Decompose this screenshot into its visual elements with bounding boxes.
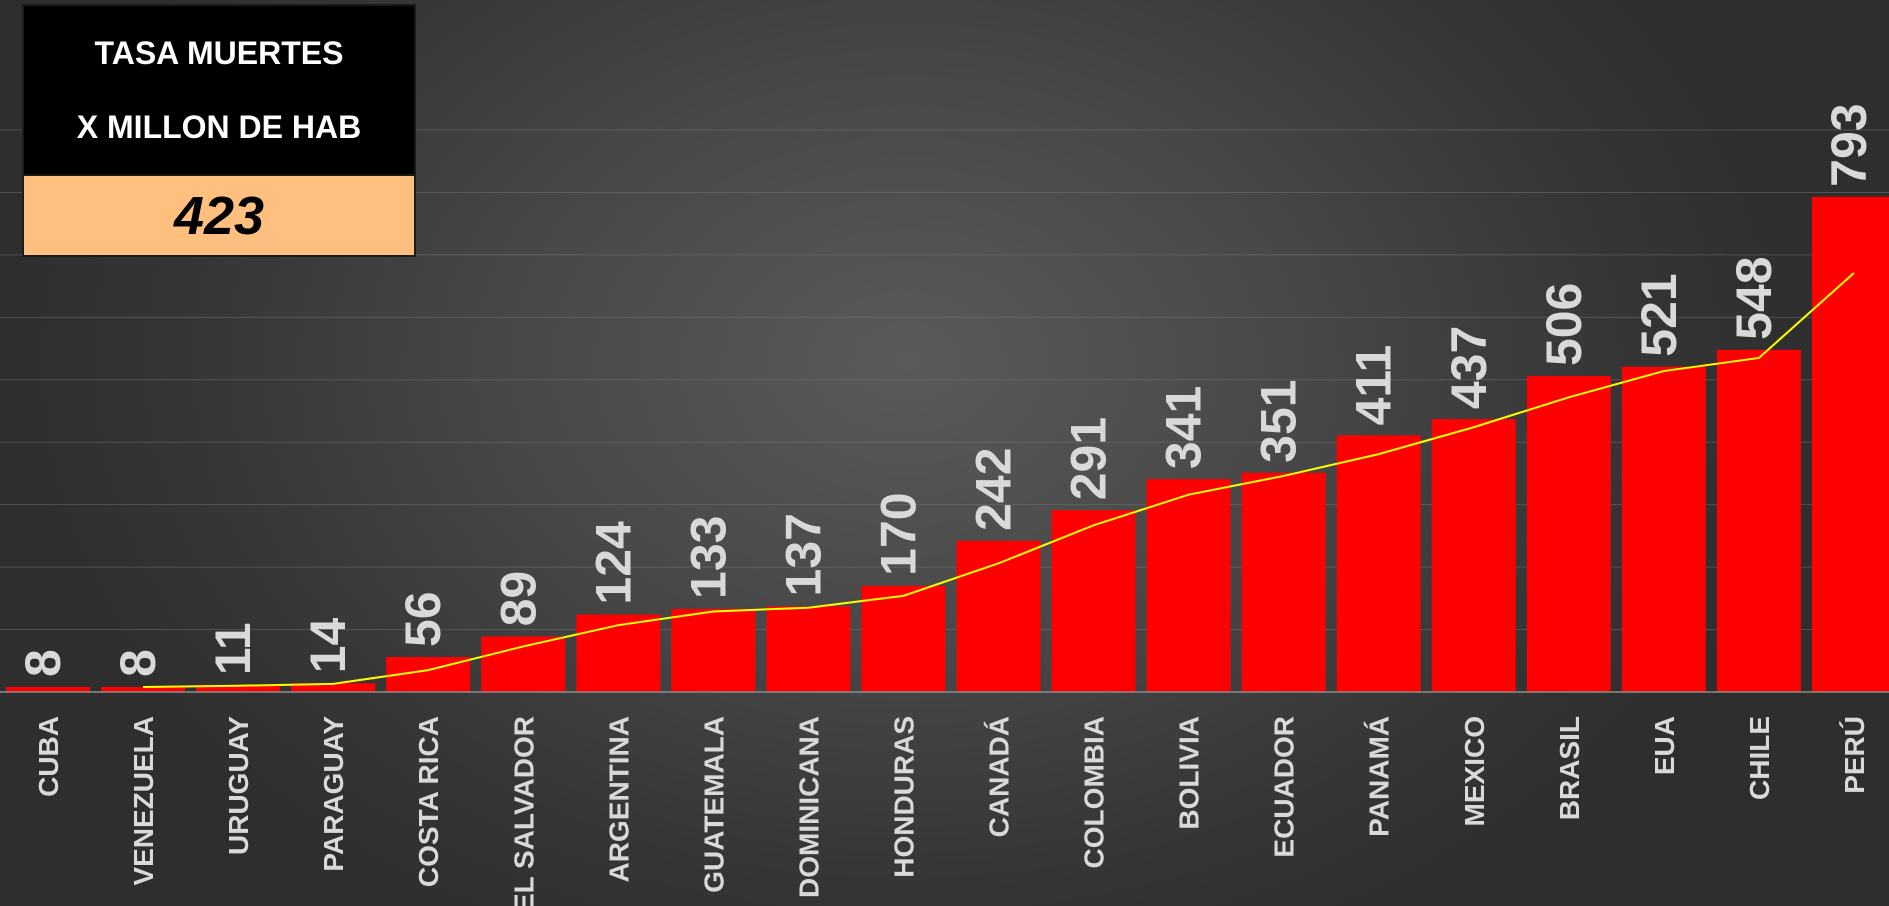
category-label: CUBA xyxy=(33,716,64,797)
value-label: 411 xyxy=(1346,345,1402,426)
bar-uruguay xyxy=(196,685,281,692)
value-label: 133 xyxy=(680,516,736,599)
value-label: 341 xyxy=(1156,386,1212,469)
bar-dominicana xyxy=(766,606,851,692)
bar-perú xyxy=(1811,196,1889,692)
value-label: 170 xyxy=(870,492,926,575)
summary-value-box: 423 xyxy=(24,174,414,255)
category-label: PARAGUAY xyxy=(318,716,349,872)
data-labels: 8 8 11 14 56 89 124 133 137 170 242 291 341 351 411 437… xyxy=(15,103,1877,677)
category-label: URUGUAY xyxy=(223,716,254,855)
category-label: EUA xyxy=(1649,716,1680,775)
category-labels: CUBA VENEZUELA URUGUAY PARAGUAY COSTA RICA EL… xyxy=(33,716,1870,906)
value-label: 793 xyxy=(1821,103,1877,186)
value-label: 291 xyxy=(1061,417,1117,500)
category-label: VENEZUELA xyxy=(128,716,159,886)
bar-brasil xyxy=(1526,376,1611,692)
value-label: 89 xyxy=(490,571,546,627)
bar-venezuela xyxy=(101,687,186,692)
category-label: BRASIL xyxy=(1554,716,1585,820)
bar-eua xyxy=(1621,366,1706,692)
summary-header: TASA MUERTES X MILLON DE HAB xyxy=(24,6,414,174)
summary-value: 423 xyxy=(173,185,265,246)
bar-cuba xyxy=(6,687,90,692)
bar-chile xyxy=(1716,349,1801,692)
summary-title-line2: X MILLON DE HAB xyxy=(76,108,362,145)
bar-canadá xyxy=(956,540,1041,692)
category-label: EL SALVADOR xyxy=(508,716,539,906)
category-label: PERÚ xyxy=(1839,716,1870,794)
value-label: 548 xyxy=(1726,256,1782,339)
value-label: 351 xyxy=(1251,379,1307,462)
trendline xyxy=(143,272,1855,689)
category-label: PANAMÁ xyxy=(1364,716,1395,837)
value-label: 521 xyxy=(1631,273,1687,356)
category-label: CHILE xyxy=(1744,716,1775,800)
category-label: CANADÁ xyxy=(984,716,1015,837)
value-label: 14 xyxy=(300,617,356,673)
bar-colombia xyxy=(1051,510,1136,692)
value-label: 437 xyxy=(1441,326,1497,409)
bar-bolivia xyxy=(1146,479,1231,692)
bar-mexico xyxy=(1431,419,1516,692)
category-label: COLOMBIA xyxy=(1079,716,1110,868)
category-label: MEXICO xyxy=(1459,716,1490,826)
value-label: 8 xyxy=(110,649,166,677)
value-label: 8 xyxy=(15,649,71,677)
value-label: 137 xyxy=(775,513,831,596)
category-label: ARGENTINA xyxy=(603,716,634,882)
summary-title-line1: TASA MUERTES xyxy=(94,34,344,71)
category-label: COSTA RICA xyxy=(413,716,444,887)
value-label: 11 xyxy=(205,622,261,675)
category-label: GUATEMALA xyxy=(698,716,729,893)
bar-argentina xyxy=(576,614,661,692)
value-label: 242 xyxy=(966,447,1022,530)
value-label: 506 xyxy=(1536,283,1592,366)
bars xyxy=(6,196,1889,692)
bar-paraguay xyxy=(291,683,376,692)
category-label: BOLIVIA xyxy=(1174,716,1205,830)
category-label: ECUADOR xyxy=(1269,716,1300,858)
bar-ecuador xyxy=(1241,472,1326,692)
value-label: 56 xyxy=(395,591,451,647)
bar-panamá xyxy=(1336,435,1421,692)
category-label: HONDURAS xyxy=(888,716,919,878)
bar-el-salvador xyxy=(481,636,566,692)
trendline-path xyxy=(143,272,1855,689)
value-label: 124 xyxy=(585,521,641,605)
summary-box: TASA MUERTES X MILLON DE HAB 423 xyxy=(22,4,416,257)
bar-honduras xyxy=(861,585,946,692)
category-label: DOMINICANA xyxy=(793,716,824,898)
bar-guatemala xyxy=(671,608,756,692)
